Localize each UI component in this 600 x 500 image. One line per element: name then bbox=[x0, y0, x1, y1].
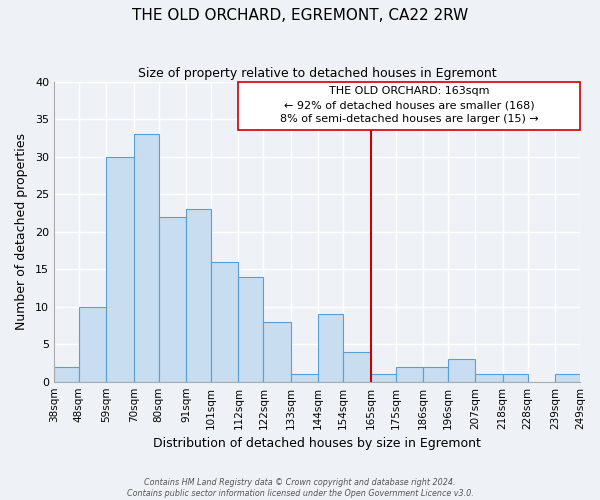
Bar bbox=[134, 134, 158, 382]
FancyBboxPatch shape bbox=[238, 82, 580, 130]
Text: THE OLD ORCHARD, EGREMONT, CA22 2RW: THE OLD ORCHARD, EGREMONT, CA22 2RW bbox=[132, 8, 468, 22]
Bar bbox=[318, 314, 343, 382]
Bar bbox=[371, 374, 395, 382]
Bar bbox=[263, 322, 291, 382]
Text: THE OLD ORCHARD: 163sqm: THE OLD ORCHARD: 163sqm bbox=[329, 86, 490, 96]
Bar bbox=[158, 216, 186, 382]
Text: Contains HM Land Registry data © Crown copyright and database right 2024.
Contai: Contains HM Land Registry data © Crown c… bbox=[127, 478, 473, 498]
Bar bbox=[555, 374, 580, 382]
Bar bbox=[106, 156, 134, 382]
Bar bbox=[186, 209, 211, 382]
Bar bbox=[54, 366, 79, 382]
Bar bbox=[343, 352, 371, 382]
Bar bbox=[79, 306, 106, 382]
Y-axis label: Number of detached properties: Number of detached properties bbox=[15, 133, 28, 330]
X-axis label: Distribution of detached houses by size in Egremont: Distribution of detached houses by size … bbox=[153, 437, 481, 450]
Bar bbox=[475, 374, 503, 382]
Bar bbox=[448, 359, 475, 382]
Text: ← 92% of detached houses are smaller (168): ← 92% of detached houses are smaller (16… bbox=[284, 100, 535, 110]
Bar bbox=[423, 366, 448, 382]
Bar bbox=[211, 262, 238, 382]
Bar bbox=[503, 374, 527, 382]
Bar bbox=[291, 374, 318, 382]
Bar bbox=[395, 366, 423, 382]
Bar bbox=[238, 276, 263, 382]
Text: 8% of semi-detached houses are larger (15) →: 8% of semi-detached houses are larger (1… bbox=[280, 114, 539, 124]
Title: Size of property relative to detached houses in Egremont: Size of property relative to detached ho… bbox=[137, 68, 496, 80]
